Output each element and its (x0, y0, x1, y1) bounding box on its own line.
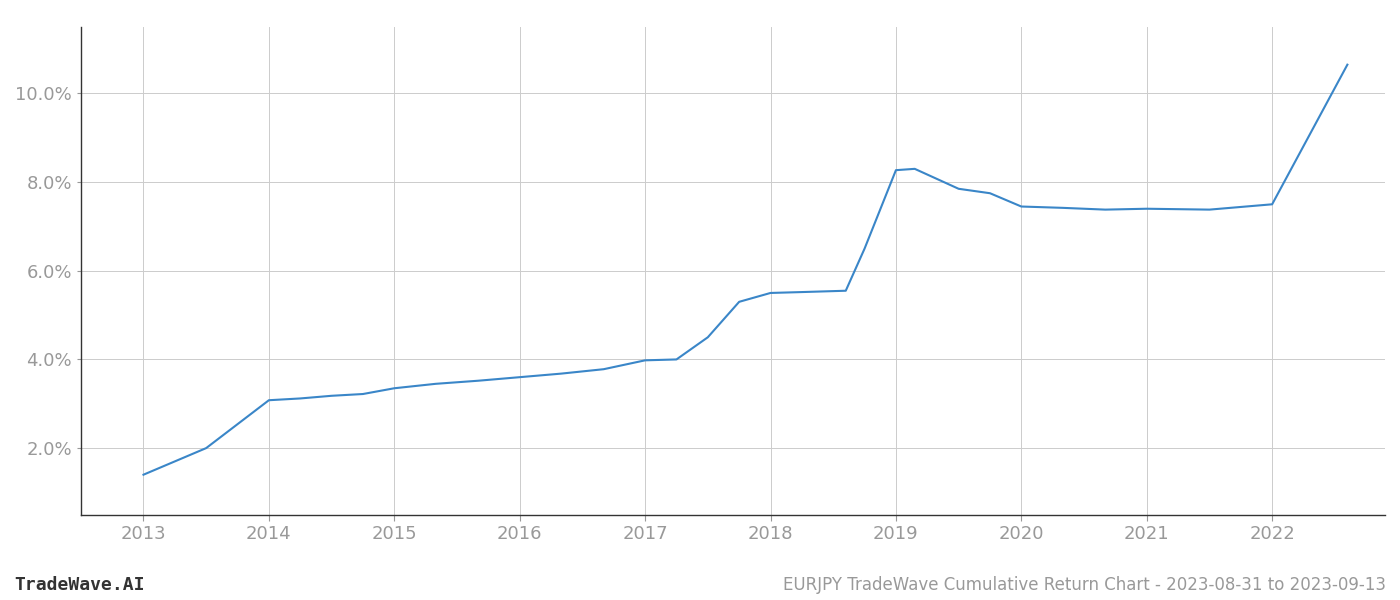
Text: EURJPY TradeWave Cumulative Return Chart - 2023-08-31 to 2023-09-13: EURJPY TradeWave Cumulative Return Chart… (783, 576, 1386, 594)
Text: TradeWave.AI: TradeWave.AI (14, 576, 144, 594)
